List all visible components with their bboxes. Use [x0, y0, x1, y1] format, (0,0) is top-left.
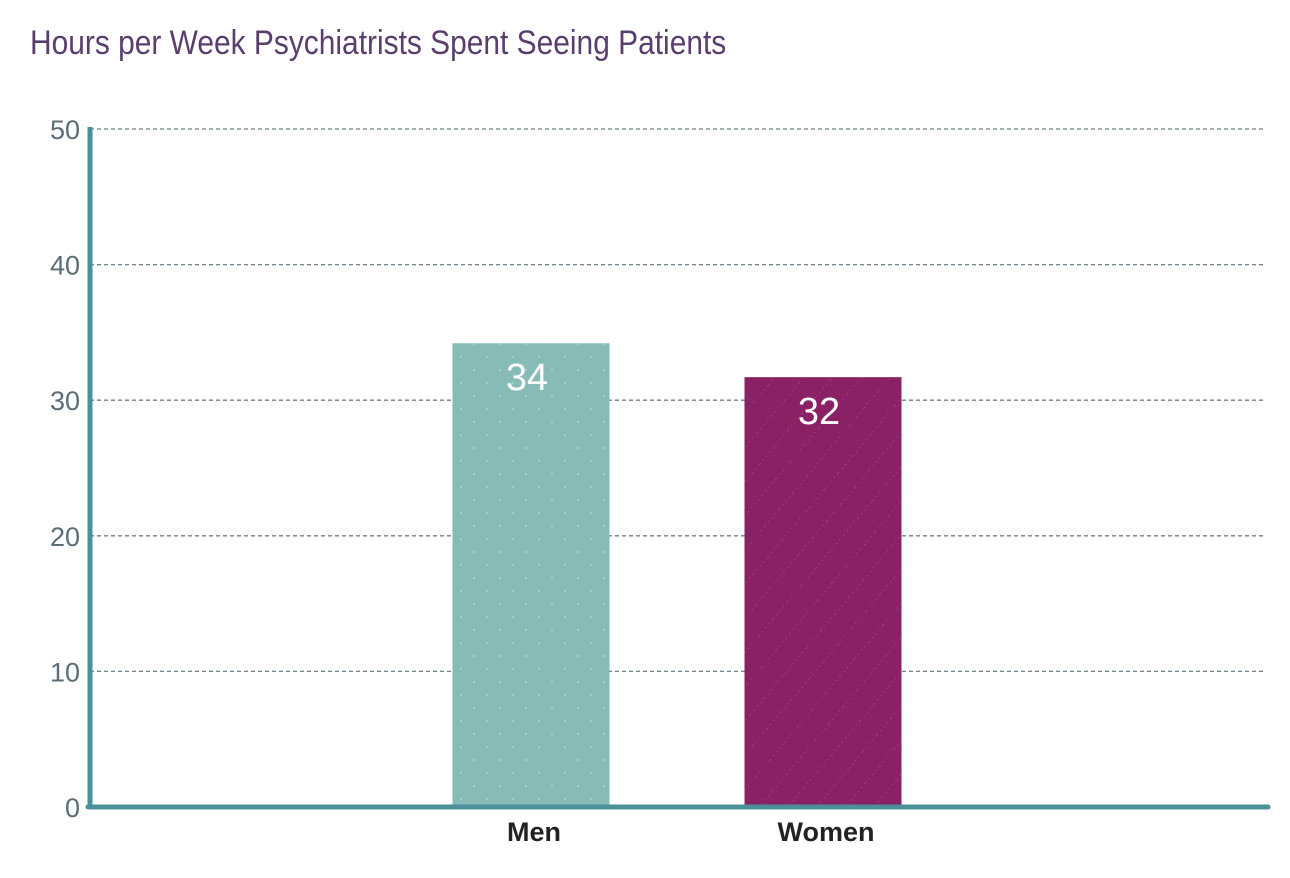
- bar-pattern: [452, 343, 610, 807]
- chart-title: Hours per Week Psychiatrists Spent Seein…: [30, 24, 727, 62]
- x-tick-label: Men: [507, 817, 561, 847]
- y-tick-label: 50: [50, 115, 80, 145]
- y-tick-label: 30: [50, 386, 80, 416]
- bar-pattern: [744, 377, 902, 807]
- data-label: 32: [798, 391, 840, 433]
- x-tick-label: Women: [777, 817, 874, 847]
- y-tick-label: 20: [50, 522, 80, 552]
- y-tick-label: 40: [50, 251, 80, 281]
- y-tick-label: 10: [50, 657, 80, 687]
- y-tick-label: 0: [65, 793, 80, 823]
- data-label: 34: [506, 357, 548, 399]
